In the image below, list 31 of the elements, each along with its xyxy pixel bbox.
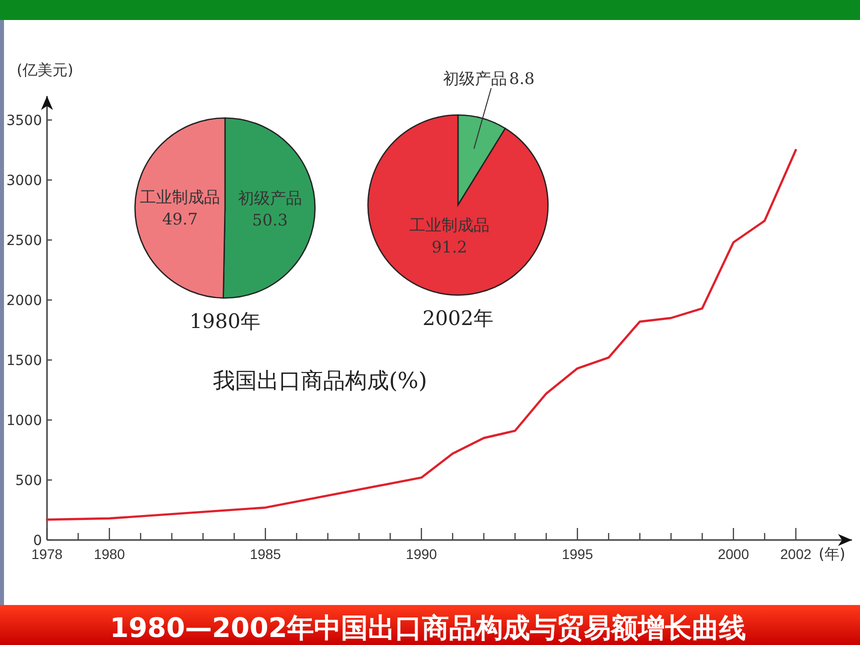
y-tick-label: 3000	[6, 173, 42, 189]
x-axis-title: (年)	[818, 545, 846, 563]
x-tick-label: 2002	[780, 546, 812, 562]
text: 2002年	[422, 306, 494, 330]
slice-label: 初级产品	[443, 69, 508, 88]
x-tick-label: 1990	[406, 546, 438, 562]
data-label: 8.8	[509, 69, 535, 88]
x-tick-label: 1978	[31, 546, 63, 562]
annotation: 我国出口商品构成(%)	[212, 369, 428, 394]
data-label: 49.7	[162, 210, 198, 229]
slice-label: 工业制成品	[140, 188, 220, 207]
y-tick-label: 1500	[6, 353, 42, 369]
x-tick-label: 2000	[718, 546, 750, 562]
data-label: 91.2	[432, 237, 468, 256]
slice-label: 初级产品	[238, 188, 302, 208]
y-tick-label: 500	[15, 473, 42, 489]
line-series	[46, 148, 797, 521]
x-tick-label: 1980	[94, 546, 126, 562]
y-tick-label: 2000	[6, 293, 42, 309]
y-tick-label: 1000	[6, 413, 42, 429]
text: 1980年	[190, 309, 260, 333]
y-axis-title: (亿美元)	[16, 61, 74, 79]
x-tick-label: 1995	[562, 546, 594, 562]
pie-slice	[367, 114, 549, 296]
x-tick-label: 1985	[250, 546, 282, 562]
y-tick-label: 3500	[6, 113, 42, 129]
y-tick-label: 0	[33, 533, 42, 549]
y-tick-label: 2500	[6, 233, 42, 249]
text: 1980—2002年中国出口商品构成与贸易额增长曲线	[110, 613, 746, 644]
data-label: 50.3	[252, 210, 288, 230]
slice-label: 工业制成品	[409, 215, 490, 234]
